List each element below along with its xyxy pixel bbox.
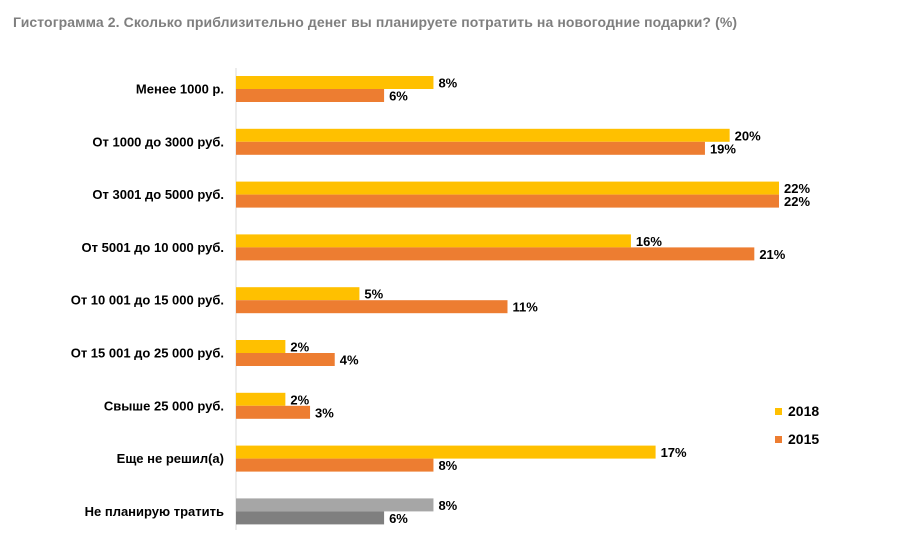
bar-2015-9 [236, 511, 385, 525]
data-label-2018: 2% [290, 340, 309, 355]
category-label: От 3001 до 5000 руб. [92, 187, 224, 202]
labels-layer: Менее 1000 р. 8% 6% От 1000 до 3000 руб. 20%… [71, 76, 811, 526]
legend: 2018 2015 [775, 403, 819, 447]
category-label: От 10 001 до 15 000 руб. [71, 293, 224, 308]
data-label-2015: 22% [784, 194, 810, 209]
bar-2018-3 [236, 181, 779, 195]
data-label-2015: 8% [438, 458, 457, 473]
bar-2018-7 [236, 392, 286, 406]
bar-2015-5 [236, 300, 508, 314]
bar-2015-1 [236, 89, 385, 102]
data-label-2015: 21% [759, 247, 785, 262]
data-label-2015: 4% [340, 353, 359, 368]
legend-swatch-2018 [775, 408, 782, 415]
bar-2018-6 [236, 340, 286, 353]
data-label-2018: 22% [784, 181, 810, 196]
bar-2018-4 [236, 234, 631, 248]
bar-2015-8 [236, 458, 434, 472]
category-label: От 15 001 до 25 000 руб. [71, 346, 224, 361]
legend-label-2018: 2018 [788, 403, 819, 419]
bar-2018-8 [236, 445, 656, 459]
bar-2018-5 [236, 287, 360, 301]
data-label-2018: 16% [636, 234, 662, 249]
data-label-2015: 3% [315, 405, 334, 420]
category-label: Свыше 25 000 руб. [104, 398, 224, 413]
bar-2015-4 [236, 247, 755, 261]
category-label: Еще не решил(а) [117, 451, 224, 466]
bar-2015-7 [236, 405, 311, 419]
bar-2015-6 [236, 353, 335, 366]
bar-2018-9 [236, 498, 434, 512]
category-label: Не планирую тратить [85, 504, 224, 519]
data-label-2015: 11% [513, 300, 539, 315]
data-label-2015: 19% [710, 141, 736, 156]
data-label-2018: 17% [661, 445, 687, 460]
chart-title: Гистограмма 2. Сколько приблизительно де… [13, 14, 738, 30]
bar-2018-2 [236, 128, 730, 142]
legend-swatch-2015 [775, 436, 782, 443]
data-label-2018: 5% [364, 287, 383, 302]
data-label-2018: 8% [438, 76, 457, 91]
data-label-2015: 6% [389, 511, 408, 526]
category-label: От 5001 до 10 000 руб. [82, 240, 224, 255]
bars-layer [236, 76, 779, 525]
bar-2015-3 [236, 194, 779, 208]
data-label-2015: 6% [389, 89, 408, 104]
bar-2018-1 [236, 76, 434, 89]
bar-2015-2 [236, 141, 705, 155]
data-label-2018: 8% [438, 498, 457, 513]
data-label-2018: 2% [290, 392, 309, 407]
category-label: От 1000 до 3000 руб. [92, 134, 224, 149]
data-label-2018: 20% [735, 128, 761, 143]
category-label: Менее 1000 р. [136, 82, 224, 97]
legend-label-2015: 2015 [788, 431, 819, 447]
